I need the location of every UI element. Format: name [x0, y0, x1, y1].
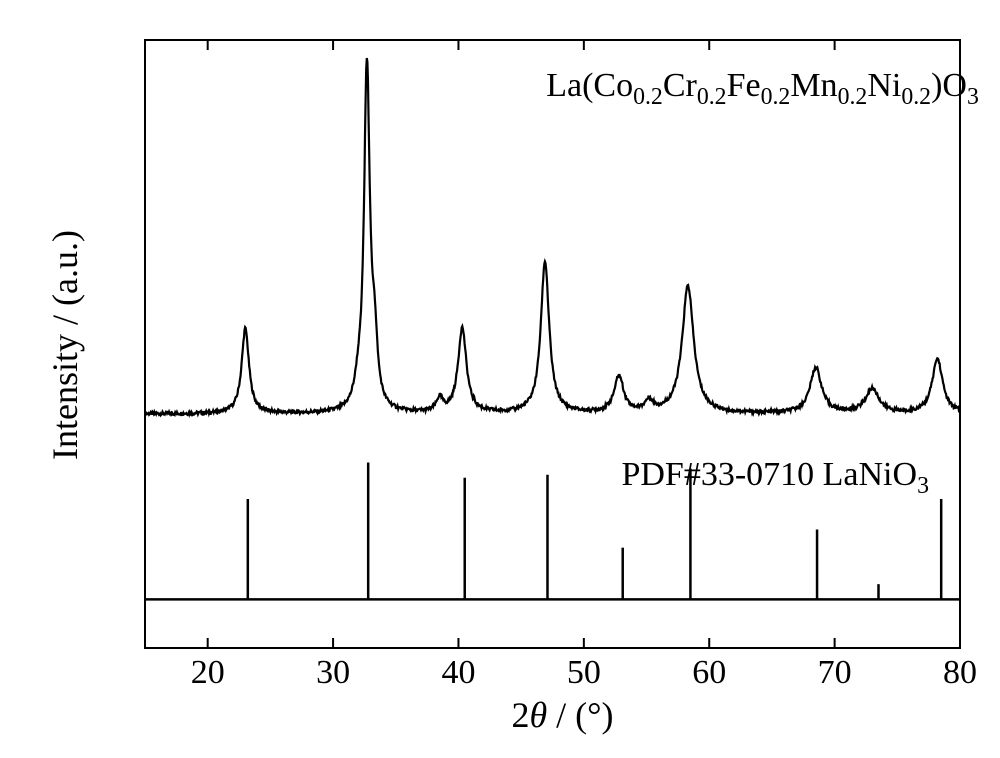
x-tick-label: 30	[303, 654, 363, 692]
xrd-figure: Intensity / (a.u.) 2θ / (°) La(Co0.2Cr0.…	[0, 0, 1000, 758]
x-tick-label: 80	[930, 654, 990, 692]
x-tick-label: 60	[679, 654, 739, 692]
x-tick-label: 40	[428, 654, 488, 692]
xrd-spectrum	[145, 58, 960, 415]
y-axis-label: Intensity / (a.u.)	[44, 45, 86, 645]
x-tick-label: 20	[178, 654, 238, 692]
x-axis-label: 2θ / (°)	[483, 694, 643, 736]
pdf-reference-label: PDF#33-0710 LaNiO3	[621, 456, 929, 500]
x-tick-label: 50	[554, 654, 614, 692]
plot-svg	[0, 0, 1000, 758]
sample-formula-label: La(Co0.2Cr0.2Fe0.2Mn0.2Ni0.2)O3	[546, 67, 979, 111]
x-tick-label: 70	[805, 654, 865, 692]
